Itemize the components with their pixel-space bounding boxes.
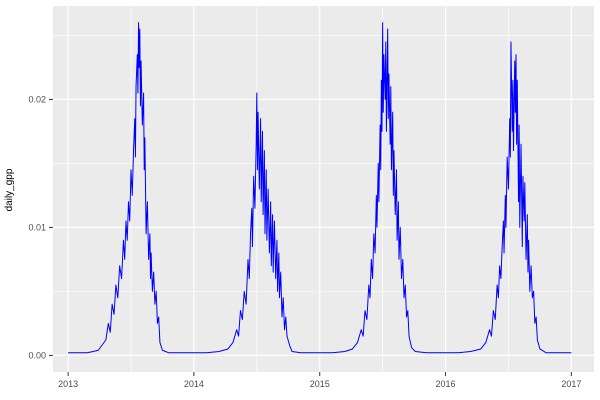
x-tick-label: 2015	[310, 379, 330, 389]
data-line	[68, 22, 572, 354]
x-tick-label: 2014	[184, 379, 204, 389]
x-tick-label: 2017	[561, 379, 581, 389]
panel-background	[53, 6, 594, 372]
x-tick-label: 2016	[436, 379, 456, 389]
y-tick-label: 0.02	[28, 94, 46, 104]
x-tick-label: 2013	[58, 379, 78, 389]
y-axis-title: daily_gpp	[4, 168, 15, 211]
y-tick-label: 0.00	[28, 350, 46, 360]
y-tick-label: 0.01	[28, 222, 46, 232]
